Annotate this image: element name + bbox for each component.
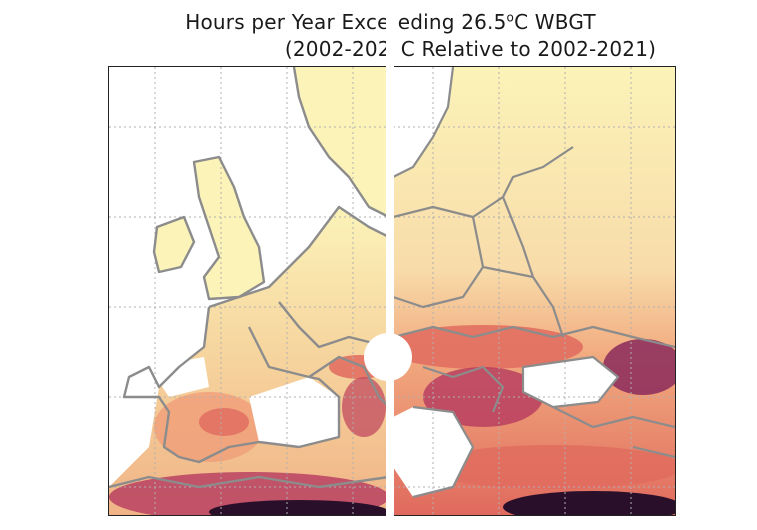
heat-danube <box>393 325 583 369</box>
land-ireland <box>154 217 194 272</box>
heat-caspian <box>603 339 675 395</box>
heat-levant <box>503 491 675 515</box>
map-panel-left <box>108 66 390 516</box>
sea-black <box>523 357 618 407</box>
sea-bay <box>149 357 209 397</box>
map-panel-right <box>392 66 676 516</box>
land-britain <box>194 157 264 299</box>
map-title-line1: Hours per Year Exce eding 26.5oC WBGT <box>185 10 596 34</box>
map-right-svg <box>393 67 675 515</box>
coastlines-left <box>109 67 389 489</box>
land-scandinavia <box>294 67 389 217</box>
map-left-svg <box>109 67 389 515</box>
heat-iberia-core <box>199 408 249 436</box>
image-hole <box>364 333 412 381</box>
sea-baltic <box>393 67 453 177</box>
map-title-line2: (2002-202 C Relative to 2002-2021) <box>284 37 657 61</box>
borders-right <box>393 67 675 499</box>
sea-med <box>249 377 339 447</box>
heat-anatolia <box>423 445 675 489</box>
image-split-gap <box>386 0 394 530</box>
heat-sahara <box>209 500 389 515</box>
heat-italy <box>342 377 386 437</box>
